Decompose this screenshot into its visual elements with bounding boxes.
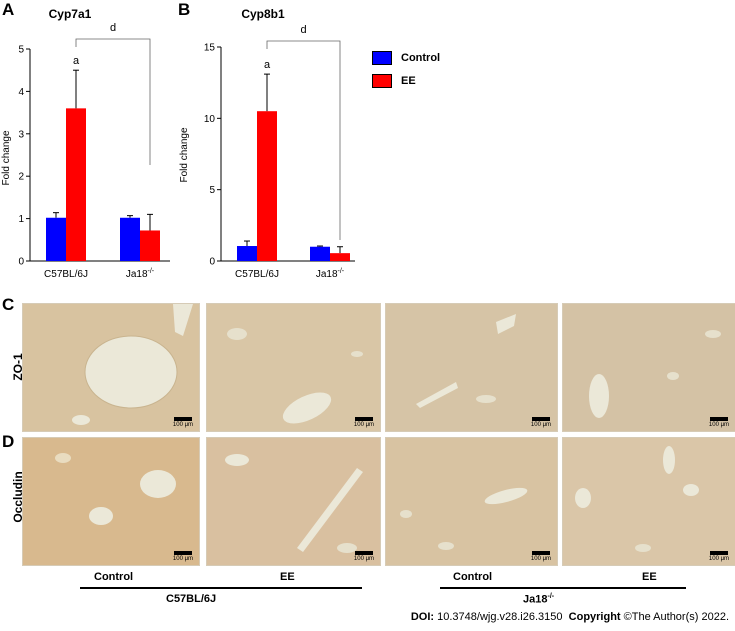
micrograph-occludin-ja18-control: 100 μm	[385, 437, 558, 566]
scale-bar: 100 μm	[529, 551, 553, 562]
scale-bar: 100 μm	[171, 551, 195, 562]
significance-a: a	[73, 55, 80, 67]
y-tick-label: 1	[18, 214, 24, 225]
doi-value: 10.3748/wjg.v28.i26.3150	[437, 611, 563, 623]
micrograph-zo1-c57-control: 100 μm	[22, 303, 200, 432]
y-tick-label: 2	[18, 172, 24, 183]
bar-control-0	[46, 217, 66, 261]
legend-item-ee: EE	[372, 73, 440, 89]
label-group-ja18-sup: -/-	[547, 593, 555, 600]
legend-label-control: Control	[401, 52, 441, 64]
label-group-c57: C57BL/6J	[166, 593, 217, 605]
legend-label-ee: EE	[401, 75, 416, 87]
label-ee-ja18: EE	[642, 571, 657, 583]
y-axis-label: Fold change	[1, 130, 12, 185]
label-ee-c57: EE	[280, 571, 295, 583]
x-tick-label: C57BL/6J	[44, 269, 88, 280]
chart-title: Cyp7a1	[49, 7, 92, 21]
bar-control-0	[237, 246, 257, 261]
panel-letter-c: C	[2, 295, 15, 314]
group-line-c57	[80, 587, 362, 589]
panel-letter-b: B	[178, 0, 191, 19]
significance-d: d	[300, 24, 306, 36]
significance-bracket	[266, 40, 341, 240]
scale-bar: 100 μm	[529, 417, 553, 428]
bar-ee-0	[66, 108, 86, 261]
panel-letter-a: A	[2, 0, 15, 19]
y-tick-label: 5	[209, 185, 215, 196]
label-group-ja18: Ja18-/-	[523, 593, 554, 606]
footer: DOI: 10.3748/wjg.v28.i26.3150 Copyright …	[411, 611, 729, 623]
copyright-label: Copyright	[568, 611, 621, 623]
group-line-ja18	[440, 587, 686, 589]
bar-control-1	[310, 246, 330, 261]
scale-bar: 100 μm	[171, 417, 195, 428]
y-tick-label: 0	[18, 257, 24, 268]
legend-swatch-ee	[372, 74, 392, 88]
scale-bar: 100 μm	[707, 551, 731, 562]
micrograph-zo1-ja18-control: 100 μm	[385, 303, 558, 432]
x-tick-label-sup: -/-	[338, 268, 345, 275]
y-tick-label: 0	[209, 257, 215, 268]
bar-ee-1	[330, 253, 350, 261]
panel-letter-d: D	[2, 432, 15, 451]
y-tick-label: 3	[18, 129, 24, 140]
scale-bar: 100 μm	[352, 551, 376, 562]
significance-bracket	[75, 38, 151, 165]
x-tick-label: Ja18-/-	[126, 268, 155, 280]
bar-control-1	[120, 217, 140, 261]
label-control-ja18: Control	[453, 571, 493, 583]
legend: Control EE	[372, 50, 440, 89]
chart-title: Cyp8b1	[241, 7, 285, 21]
significance-a: a	[264, 59, 271, 71]
micrograph-zo1-c57-ee: 100 μm	[206, 303, 381, 432]
label-control-c57: Control	[94, 571, 134, 583]
y-tick-label: 4	[18, 87, 24, 98]
doi-label: DOI:	[410, 611, 435, 623]
micrograph-zo1-ja18-ee: 100 μm	[562, 303, 735, 432]
y-tick-label: 5	[18, 45, 24, 56]
chart-cyp7a1: Cyp7a1 Fold change 0 1 2 3 4 5 C57BL/6J Ja18-/-…	[1, 7, 170, 280]
x-tick-label-sup: -/-	[148, 268, 155, 275]
scale-bar: 100 μm	[352, 417, 376, 428]
label-group-ja18-base: Ja18	[523, 593, 548, 606]
y-axis-label: Fold change	[179, 127, 190, 182]
legend-item-control: Control	[372, 50, 440, 66]
chart-cyp8b1: Cyp8b1 Fold change 0 5 10 15 C57BL/6J Ja18-/-…	[179, 7, 355, 280]
x-tick-label: Ja18-/-	[316, 268, 345, 280]
significance-d: d	[110, 22, 116, 34]
bar-ee-0	[257, 111, 277, 261]
legend-swatch-control	[372, 51, 392, 65]
micrograph-occludin-c57-control: 100 μm	[22, 437, 200, 566]
y-tick-label: 15	[204, 43, 216, 54]
micrograph-occludin-c57-ee: 100 μm	[206, 437, 381, 566]
bar-ee-1	[140, 230, 160, 261]
y-tick-label: 10	[204, 114, 216, 125]
copyright-value: ©The Author(s) 2022.	[623, 611, 729, 623]
micrograph-occludin-ja18-ee: 100 μm	[562, 437, 735, 566]
scale-bar: 100 μm	[707, 417, 731, 428]
x-tick-label: C57BL/6J	[235, 269, 279, 280]
